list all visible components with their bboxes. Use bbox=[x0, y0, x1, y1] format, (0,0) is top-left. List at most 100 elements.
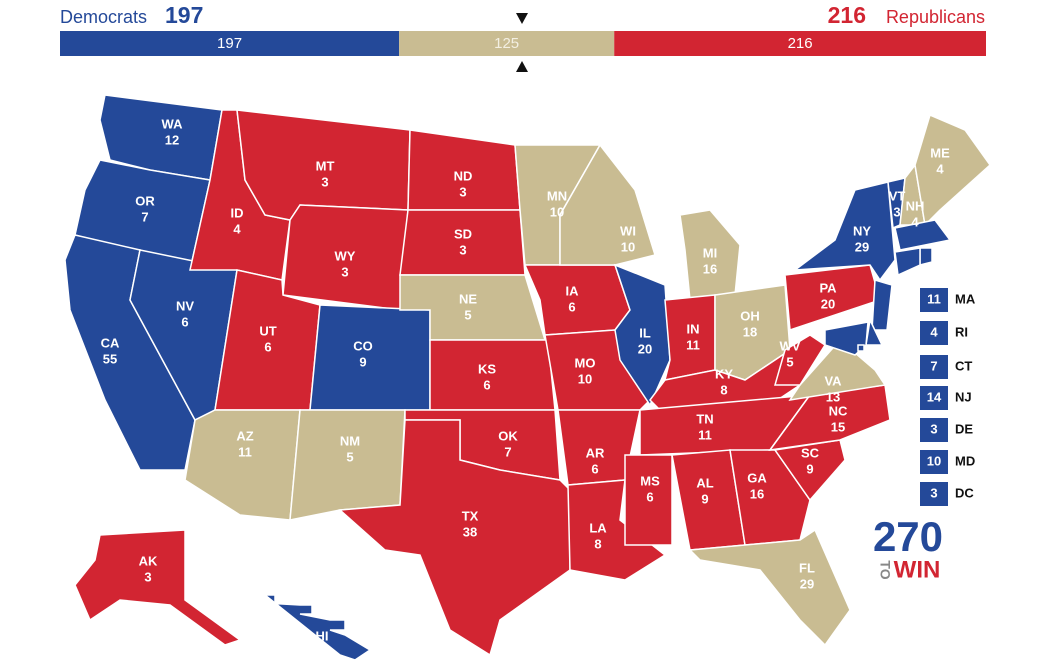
dem-label: Democrats bbox=[60, 7, 147, 27]
state-shape bbox=[792, 181, 896, 282]
state-abbr: WI bbox=[620, 223, 636, 238]
logo-win: WIN bbox=[894, 556, 941, 583]
state-votes: 4 bbox=[233, 221, 241, 236]
state-shape bbox=[688, 528, 851, 647]
states bbox=[64, 94, 991, 661]
state-shape bbox=[262, 594, 372, 661]
state-shape bbox=[729, 449, 811, 546]
state-shape bbox=[894, 247, 921, 277]
tally-bar: 197 125 216 bbox=[60, 31, 986, 56]
state-abbr: OR bbox=[135, 193, 155, 208]
state-votes: 6 bbox=[591, 461, 598, 476]
state-abbr: ID bbox=[231, 205, 244, 220]
state-abbr: VA bbox=[824, 373, 842, 388]
state-abbr: AL bbox=[696, 475, 713, 490]
state-votes: 6 bbox=[646, 489, 653, 504]
state-votes: 10 bbox=[621, 239, 635, 254]
state-votes: 29 bbox=[800, 576, 814, 591]
logo-to: TO bbox=[877, 560, 893, 579]
state-shape bbox=[613, 263, 671, 407]
state-votes: 13 bbox=[826, 389, 840, 404]
side-box bbox=[920, 482, 948, 506]
side-box bbox=[920, 450, 948, 474]
bar-segment bbox=[60, 31, 400, 56]
state-votes: 4 bbox=[936, 161, 944, 176]
state-abbr: IL bbox=[639, 325, 651, 340]
state-votes: 4 bbox=[318, 644, 326, 659]
state-abbr: TN bbox=[696, 411, 713, 426]
state-abbr: NV bbox=[176, 298, 194, 313]
state-votes: 3 bbox=[893, 204, 900, 219]
state-votes: 16 bbox=[703, 261, 717, 276]
state-votes: 15 bbox=[831, 419, 845, 434]
state-abbr: NY bbox=[853, 223, 871, 238]
state-abbr: LA bbox=[589, 520, 607, 535]
state-shape bbox=[865, 317, 884, 346]
state-votes: 3 bbox=[459, 184, 466, 199]
state-votes: 8 bbox=[594, 536, 601, 551]
state-abbr: ME bbox=[930, 145, 950, 160]
state-abbr: KY bbox=[715, 366, 733, 381]
state-abbr: MO bbox=[575, 355, 596, 370]
state-abbr: CA bbox=[101, 335, 120, 350]
state-votes: 7 bbox=[141, 209, 148, 224]
logo: 270 TO WIN bbox=[873, 513, 943, 583]
state-abbr: CO bbox=[353, 338, 373, 353]
state-abbr: SC bbox=[801, 445, 820, 460]
state-abbr: OH bbox=[740, 308, 760, 323]
state-abbr: PA bbox=[819, 280, 837, 295]
state-abbr: UT bbox=[259, 323, 276, 338]
bar-value: 125 bbox=[494, 35, 519, 52]
state-abbr: IN bbox=[687, 321, 700, 336]
state-abbr: WY bbox=[335, 248, 356, 263]
state-votes: 11 bbox=[686, 337, 700, 352]
state-votes: 6 bbox=[568, 299, 575, 314]
side-box bbox=[920, 418, 948, 442]
state-votes: 3 bbox=[930, 421, 937, 436]
state-votes: 9 bbox=[701, 491, 708, 506]
state-shape bbox=[74, 529, 242, 646]
state-votes: 8 bbox=[720, 382, 727, 397]
state-votes: 20 bbox=[821, 296, 835, 311]
state-shape bbox=[894, 219, 952, 251]
state-votes: 55 bbox=[103, 351, 117, 366]
state-abbr: NJ bbox=[955, 389, 972, 404]
state-abbr: NM bbox=[340, 433, 360, 448]
state-shape bbox=[282, 204, 409, 311]
state-shape bbox=[768, 384, 891, 451]
state-votes: 3 bbox=[341, 264, 348, 279]
bar-segment bbox=[614, 31, 986, 56]
state-shape bbox=[184, 409, 301, 521]
state-abbr: MT bbox=[316, 158, 335, 173]
state-votes: 10 bbox=[578, 371, 592, 386]
state-abbr: NE bbox=[459, 291, 477, 306]
side-box bbox=[920, 386, 948, 410]
state-votes: 7 bbox=[504, 444, 511, 459]
state-votes: 38 bbox=[463, 524, 477, 539]
state-abbr: TX bbox=[462, 508, 479, 523]
state-votes: 11 bbox=[927, 291, 941, 306]
state-votes: 12 bbox=[165, 132, 179, 147]
state-shape bbox=[857, 344, 865, 352]
state-votes: 5 bbox=[786, 354, 793, 369]
state-abbr: MI bbox=[703, 245, 717, 260]
state-abbr: CT bbox=[955, 358, 972, 373]
state-abbr: HI bbox=[316, 628, 329, 643]
state-votes: 14 bbox=[927, 389, 942, 404]
state-abbr: OK bbox=[498, 428, 518, 443]
state-abbr: KS bbox=[478, 361, 496, 376]
state-abbr: FL bbox=[799, 560, 815, 575]
state-votes: 3 bbox=[459, 242, 466, 257]
side-box bbox=[920, 355, 948, 379]
rep-total: 216 bbox=[828, 2, 866, 28]
state-votes: 5 bbox=[464, 307, 471, 322]
state-abbr: DE bbox=[955, 421, 973, 436]
state-shape bbox=[774, 334, 827, 386]
logo-number: 270 bbox=[873, 513, 943, 560]
marker-top bbox=[516, 13, 528, 24]
bar-value: 216 bbox=[788, 35, 813, 52]
state-votes: 16 bbox=[750, 486, 764, 501]
bar-segment bbox=[399, 31, 615, 56]
state-shape bbox=[914, 113, 991, 227]
